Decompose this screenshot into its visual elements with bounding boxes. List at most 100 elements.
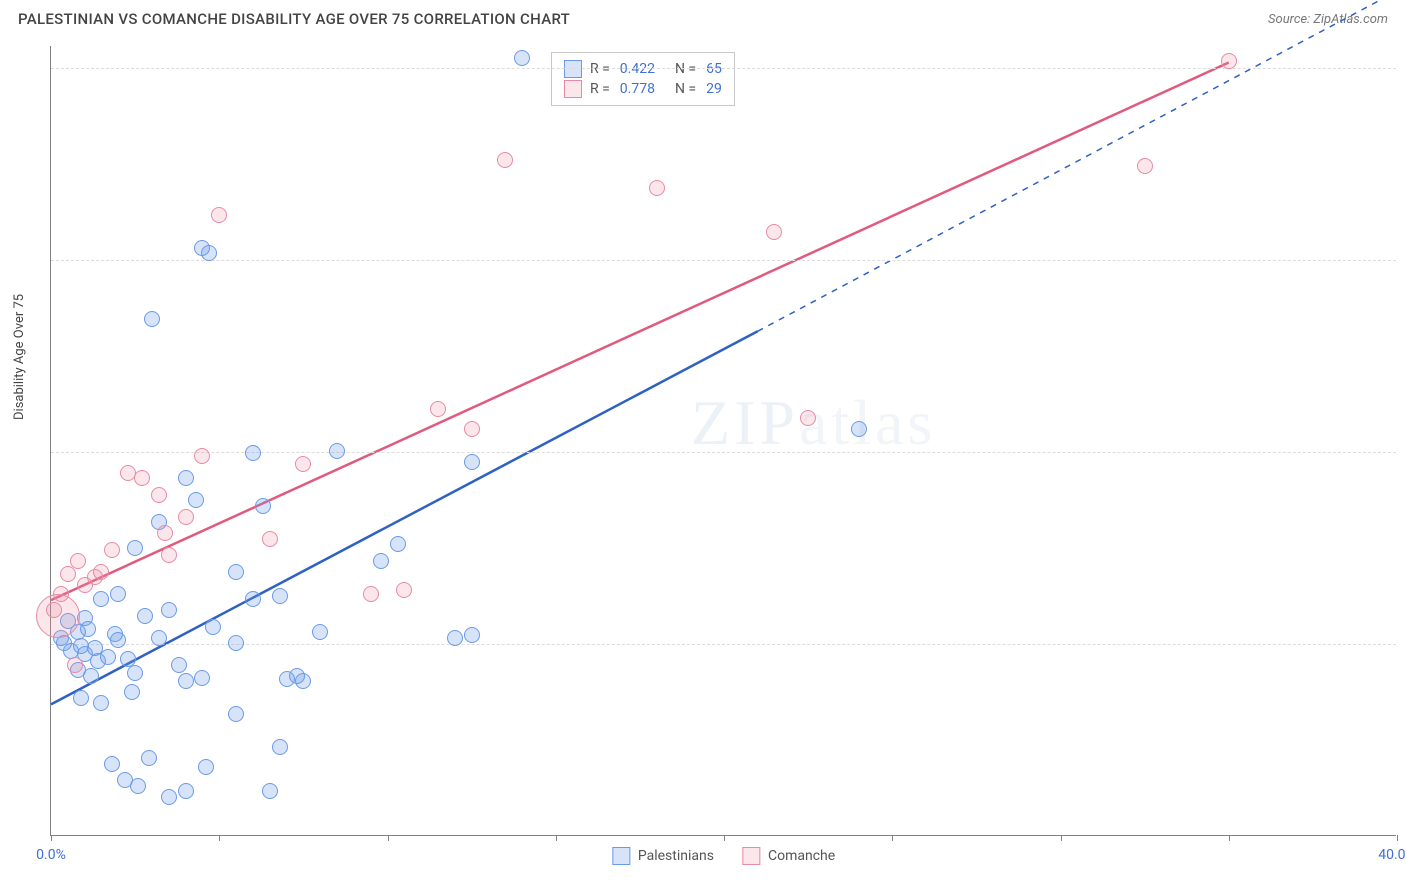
- swatch-palestinians: [612, 847, 630, 865]
- data-point-comanche: [464, 421, 480, 437]
- data-point-palestinians: [205, 619, 221, 635]
- legend-label: Palestinians: [638, 848, 714, 864]
- scatter-chart: ZIPatlas R = 0.422 N = 65 R = 0.778 N = …: [50, 46, 1396, 836]
- data-point-palestinians: [255, 498, 271, 514]
- data-point-palestinians: [514, 50, 530, 66]
- legend-r-value-comanche: 0.778: [618, 81, 655, 97]
- data-point-comanche: [67, 657, 83, 673]
- data-point-palestinians: [245, 445, 261, 461]
- x-tick: [892, 835, 893, 841]
- legend-n-label: N =: [675, 81, 696, 97]
- legend-row-palestinians: R = 0.422 N = 65: [564, 59, 722, 79]
- data-point-comanche: [93, 564, 109, 580]
- swatch-comanche: [742, 847, 760, 865]
- data-point-palestinians: [130, 778, 146, 794]
- data-point-palestinians: [272, 739, 288, 755]
- data-point-comanche: [104, 542, 120, 558]
- x-tick-label: 40.0%: [1378, 847, 1406, 863]
- data-point-palestinians: [188, 492, 204, 508]
- swatch-palestinians: [564, 60, 582, 78]
- trend-line-dashed-palestinians: [758, 0, 1397, 331]
- gridline: [51, 644, 1396, 645]
- x-tick: [388, 835, 389, 841]
- x-tick: [51, 835, 52, 841]
- data-point-comanche: [649, 180, 665, 196]
- data-point-palestinians: [464, 627, 480, 643]
- data-point-comanche: [800, 410, 816, 426]
- data-point-palestinians: [198, 759, 214, 775]
- swatch-comanche: [564, 80, 582, 98]
- data-point-palestinians: [127, 665, 143, 681]
- data-point-palestinians: [93, 695, 109, 711]
- data-point-palestinians: [262, 783, 278, 799]
- data-point-palestinians: [228, 706, 244, 722]
- data-point-palestinians: [194, 670, 210, 686]
- y-axis-label: Disability Age Over 75: [12, 294, 27, 420]
- gridline: [51, 68, 1396, 69]
- data-point-comanche: [70, 553, 86, 569]
- data-point-palestinians: [245, 591, 261, 607]
- legend-label: Comanche: [768, 848, 835, 864]
- x-tick: [1229, 835, 1230, 841]
- data-point-comanche: [151, 487, 167, 503]
- legend-r-label: R =: [590, 81, 610, 97]
- data-point-palestinians: [127, 540, 143, 556]
- data-point-palestinians: [137, 608, 153, 624]
- data-point-palestinians: [851, 421, 867, 437]
- data-point-palestinians: [141, 750, 157, 766]
- data-point-palestinians: [390, 536, 406, 552]
- data-point-palestinians: [124, 684, 140, 700]
- data-point-comanche: [497, 152, 513, 168]
- data-point-palestinians: [178, 783, 194, 799]
- data-point-comanche: [134, 470, 150, 486]
- data-point-comanche: [53, 586, 69, 602]
- data-point-palestinians: [228, 564, 244, 580]
- x-tick: [724, 835, 725, 841]
- legend-r-value-palestinians: 0.422: [618, 61, 655, 77]
- data-point-palestinians: [329, 443, 345, 459]
- data-point-palestinians: [104, 756, 120, 772]
- data-point-palestinians: [161, 789, 177, 805]
- source-attribution: Source: ZipAtlas.com: [1268, 12, 1388, 27]
- data-point-palestinians: [312, 624, 328, 640]
- data-point-palestinians: [373, 553, 389, 569]
- data-point-palestinians: [73, 690, 89, 706]
- data-point-comanche: [295, 456, 311, 472]
- x-tick: [1061, 835, 1062, 841]
- data-point-comanche: [430, 401, 446, 417]
- data-point-palestinians: [295, 673, 311, 689]
- data-point-palestinians: [161, 602, 177, 618]
- data-point-palestinians: [272, 588, 288, 604]
- legend-item-palestinians: Palestinians: [612, 847, 714, 865]
- legend-r-label: R =: [590, 61, 610, 77]
- data-point-comanche: [1221, 53, 1237, 69]
- legend-n-value-palestinians: 65: [704, 61, 722, 77]
- data-point-palestinians: [151, 630, 167, 646]
- series-legend: Palestinians Comanche: [612, 847, 835, 865]
- x-tick: [1397, 835, 1398, 841]
- data-point-comanche: [1137, 158, 1153, 174]
- data-point-comanche: [766, 224, 782, 240]
- data-point-palestinians: [464, 454, 480, 470]
- correlation-legend: R = 0.422 N = 65 R = 0.778 N = 29: [551, 52, 735, 106]
- data-point-palestinians: [228, 635, 244, 651]
- x-tick: [556, 835, 557, 841]
- data-point-comanche: [262, 531, 278, 547]
- data-point-palestinians: [447, 630, 463, 646]
- data-point-comanche: [363, 586, 379, 602]
- data-point-palestinians: [110, 586, 126, 602]
- x-tick: [219, 835, 220, 841]
- data-point-comanche: [157, 525, 173, 541]
- data-point-comanche: [396, 582, 412, 598]
- data-point-palestinians: [201, 245, 217, 261]
- data-point-palestinians: [93, 591, 109, 607]
- legend-item-comanche: Comanche: [742, 847, 835, 865]
- legend-n-value-comanche: 29: [704, 81, 722, 97]
- data-point-palestinians: [144, 311, 160, 327]
- data-point-comanche: [161, 547, 177, 563]
- data-point-comanche: [60, 566, 76, 582]
- data-point-palestinians: [100, 649, 116, 665]
- data-point-palestinians: [171, 657, 187, 673]
- legend-n-label: N =: [675, 61, 696, 77]
- legend-row-comanche: R = 0.778 N = 29: [564, 79, 722, 99]
